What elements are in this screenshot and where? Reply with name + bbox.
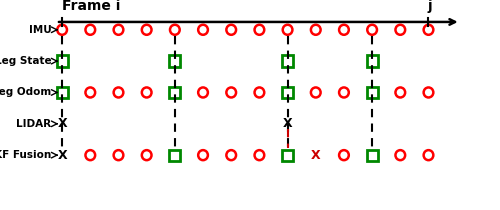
Text: IMU: IMU bbox=[29, 25, 52, 35]
FancyBboxPatch shape bbox=[282, 87, 293, 98]
Text: j: j bbox=[428, 0, 432, 13]
Text: LIDAR: LIDAR bbox=[16, 119, 51, 129]
FancyBboxPatch shape bbox=[366, 87, 378, 98]
FancyBboxPatch shape bbox=[170, 87, 180, 98]
Text: X: X bbox=[283, 117, 292, 130]
FancyBboxPatch shape bbox=[366, 150, 378, 161]
Text: Leg Odom: Leg Odom bbox=[0, 87, 52, 97]
FancyBboxPatch shape bbox=[56, 55, 68, 67]
FancyBboxPatch shape bbox=[282, 150, 293, 161]
FancyBboxPatch shape bbox=[170, 55, 180, 67]
Text: X: X bbox=[58, 149, 67, 162]
FancyBboxPatch shape bbox=[366, 55, 378, 67]
FancyBboxPatch shape bbox=[56, 87, 68, 98]
Text: Leg State: Leg State bbox=[0, 56, 52, 66]
Text: X: X bbox=[58, 117, 67, 130]
FancyBboxPatch shape bbox=[170, 150, 180, 161]
Text: Frame i: Frame i bbox=[62, 0, 120, 13]
Text: X: X bbox=[311, 149, 320, 162]
FancyBboxPatch shape bbox=[282, 55, 293, 67]
Text: EKF Fusion: EKF Fusion bbox=[0, 150, 52, 160]
